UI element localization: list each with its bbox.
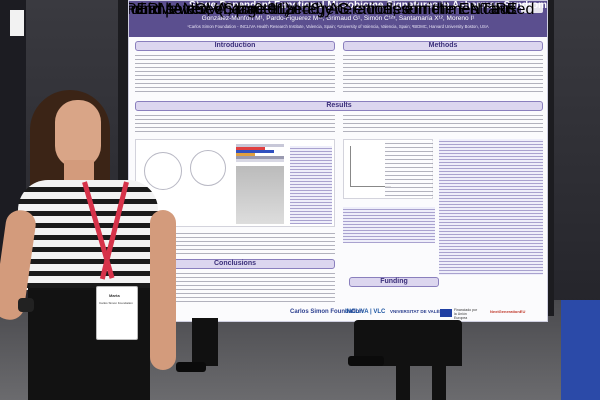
logo-incliva: INCLIVA | VLC xyxy=(345,309,386,315)
background-boot xyxy=(396,366,410,400)
background-shoe xyxy=(176,362,206,372)
conclusions-text: The microbiome in AS is stage-dependent … xyxy=(128,1,515,18)
poster-title: Stage-Dependent Functional Microbiome Si… xyxy=(189,0,548,11)
blue-banner xyxy=(561,300,600,400)
methods-text-lines xyxy=(343,53,543,93)
poster: Stage-Dependent Functional Microbiome Si… xyxy=(128,0,548,322)
logo-nextgen: NextGenerationEU xyxy=(490,309,526,314)
scatter-plot xyxy=(350,146,391,187)
section-results: Results xyxy=(135,101,543,111)
eu-flag-icon xyxy=(440,309,452,317)
background-shoe-2 xyxy=(348,356,384,366)
name-badge: Marta Carlos Simon Foundation xyxy=(96,286,138,340)
badge-name: Marta xyxy=(109,293,120,298)
section-methods: Methods xyxy=(343,41,543,51)
logo-university-valencia: VNIVERSITAT DE VALÈNCIA xyxy=(390,309,451,314)
results-table-small xyxy=(343,207,435,243)
poster-authors: González-Monfort M¹, Pardo-Figuerez M¹²,… xyxy=(201,15,475,22)
poster-header: Stage-Dependent Functional Microbiome Si… xyxy=(129,1,547,37)
heatmap xyxy=(236,144,284,162)
results-text-lines-right xyxy=(343,113,543,135)
presenter: Marta Carlos Simon Foundation xyxy=(0,0,200,400)
wristwatch-icon xyxy=(18,298,34,312)
presenter-right-arm xyxy=(150,210,176,370)
logo-carlos-simon: Carlos Simon Foundation xyxy=(290,309,363,315)
results-table xyxy=(439,139,543,275)
poster-affiliations: ¹Carlos Simon Foundation - INCLIVA Healt… xyxy=(187,24,489,29)
results-text-lines xyxy=(135,113,335,135)
results-text: Taxonomic composition differed significa… xyxy=(128,1,295,18)
section-funding: Funding xyxy=(349,277,439,287)
heatmap-body xyxy=(236,166,284,224)
figure-caption-lines xyxy=(385,141,433,197)
intro-text-lines xyxy=(135,53,335,93)
poster-corner-logo xyxy=(521,3,543,13)
neighbor-sign xyxy=(10,10,24,36)
section-introduction: Introduction xyxy=(135,41,335,51)
pcoa-plot-2 xyxy=(190,150,226,186)
pcoa-plot xyxy=(144,152,182,190)
background-boot-2 xyxy=(432,366,446,400)
intro-text: Asherman syndrome (AS) is characterized … xyxy=(129,1,535,18)
badge-affiliation: Carlos Simon Foundation xyxy=(99,301,133,305)
methods-text: Endometrial fluid samples were obtained … xyxy=(129,1,518,18)
logo-eu-funding: Financiado por la Unión Europea xyxy=(454,308,478,320)
presenter-face xyxy=(55,100,101,168)
legend-table xyxy=(290,146,332,224)
background-person-legs xyxy=(192,318,218,366)
